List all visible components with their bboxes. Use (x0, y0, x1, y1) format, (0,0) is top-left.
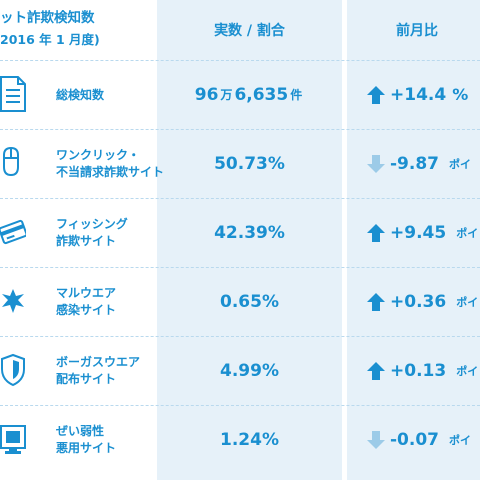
row-change: +0.36 ポイ (366, 267, 478, 336)
table-row-bogusware: ボーガスウエア 配布サイト 4.99% +0.13 ポイ (0, 336, 480, 405)
change-value: +0.13 (390, 360, 447, 381)
row-label-2: 感染サイト (56, 303, 117, 317)
change-unit: ポイ (449, 433, 471, 447)
table-row-phishing: フィッシング 詐欺サイト 42.39% +9.45 ポイ (0, 198, 480, 267)
mouse-icon (3, 146, 19, 177)
table-row-total: 総検知数 96 万 6,635 件 +14.4 % (0, 60, 480, 129)
arrow-down-icon (367, 430, 385, 449)
value-number: 42.39% (214, 222, 285, 243)
change-value: +14.4 (390, 84, 447, 105)
table-row-vulnerability: ぜい弱性 悪用サイト 1.24% -0.07 ポイ (0, 405, 480, 474)
row-label: 総検知数 (56, 88, 105, 102)
change-value: +9.45 (390, 222, 447, 243)
row-change: +0.13 ポイ (366, 336, 478, 405)
row-label-2: 配布サイト (56, 372, 117, 386)
row-change: +14.4 % (366, 60, 468, 129)
table-row-malware: マルウエア 感染サイト 0.65% +0.36 ポイ (0, 267, 480, 336)
table-row-one-click: ワンクリック・ 不当請求詐欺サイト 50.73% -9.87 ポイ (0, 129, 480, 198)
row-value: 1.24% (157, 405, 342, 474)
value-column-background (157, 0, 342, 480)
row-label-2: 不当請求詐欺サイト (56, 165, 165, 179)
row-label: フィッシング (56, 217, 128, 231)
row-label: ぜい弱性 (56, 424, 105, 438)
change-unit: ポイ (456, 295, 479, 309)
row-value: 42.39% (157, 198, 342, 267)
row-divider (0, 336, 480, 337)
column-header-change: 前月比 (396, 23, 438, 39)
row-divider (0, 405, 480, 406)
value-number: 96 (194, 84, 219, 105)
table-header: ット詐欺検知数 2016 年 1 月度) 実数 / 割合 前月比 (0, 0, 480, 60)
value-number: 50.73% (214, 153, 285, 174)
arrow-up-icon (367, 85, 385, 104)
change-value: +0.36 (390, 291, 447, 312)
change-value: -9.87 (390, 153, 439, 174)
document-icon (0, 76, 26, 112)
virus-icon (2, 289, 24, 313)
change-unit: ポイ (456, 364, 479, 378)
row-label: ボーガスウエア (56, 355, 141, 369)
row-change: -9.87 ポイ (366, 129, 471, 198)
table-title: ット詐欺検知数 (0, 10, 95, 26)
row-label-2: 詐欺サイト (56, 234, 117, 248)
row-value: 4.99% (157, 336, 342, 405)
change-unit: ポイ (449, 157, 471, 171)
change-unit: % (452, 85, 469, 104)
row-label-2: 悪用サイト (56, 441, 117, 455)
arrow-down-icon (367, 154, 385, 173)
value-number: 4.99% (220, 360, 279, 381)
row-divider (0, 60, 480, 61)
row-value: 0.65% (157, 267, 342, 336)
table-subtitle: 2016 年 1 月度) (0, 32, 100, 47)
value-unit: 件 (290, 88, 303, 102)
change-column-background (347, 0, 480, 480)
value-unit: 万 (220, 88, 233, 102)
row-divider (0, 129, 480, 130)
row-divider (0, 198, 480, 199)
shield-icon (1, 353, 25, 387)
credit-card-icon (0, 219, 26, 245)
row-label: ワンクリック・ (56, 148, 140, 162)
row-divider (0, 267, 480, 268)
row-value: 50.73% (157, 129, 342, 198)
row-value: 96 万 6,635 件 (157, 60, 342, 129)
arrow-up-icon (367, 223, 385, 242)
column-header-value: 実数 / 割合 (214, 23, 285, 39)
arrow-up-icon (367, 361, 385, 380)
value-number: 0.65% (220, 291, 279, 312)
value-number: 1.24% (220, 429, 279, 450)
row-label: マルウエア (56, 286, 117, 300)
monitor-icon (0, 425, 26, 454)
row-change: -0.07 ポイ (366, 405, 471, 474)
change-unit: ポイ (456, 226, 479, 240)
change-value: -0.07 (390, 429, 439, 450)
arrow-up-icon (367, 292, 385, 311)
row-change: +9.45 ポイ (366, 198, 478, 267)
value-number: 6,635 (234, 84, 289, 105)
